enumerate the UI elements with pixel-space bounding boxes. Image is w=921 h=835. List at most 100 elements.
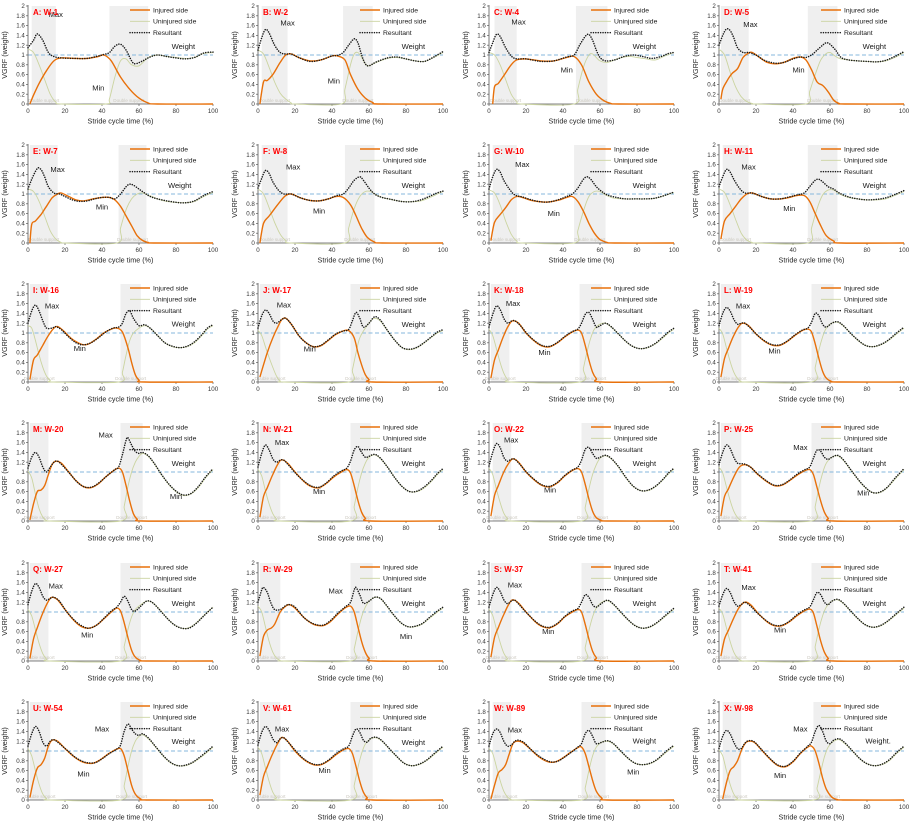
panel-O: Double support Double support 0 0.2 0.4 0.6 0.… bbox=[461, 417, 691, 556]
svg-text:0.8: 0.8 bbox=[16, 479, 25, 486]
panel-N: Double support Double support 0 0.2 0.4 0.6 0.… bbox=[230, 417, 460, 556]
legend-label-2: Resultant bbox=[383, 587, 412, 594]
injured-side-curve bbox=[259, 53, 444, 105]
x-axis-ticks: 0 20 40 60 80 100 bbox=[26, 382, 219, 393]
svg-text:1.4: 1.4 bbox=[246, 450, 255, 457]
legend: Injured side Uninjured side Resultant bbox=[589, 425, 657, 454]
svg-text:100: 100 bbox=[208, 804, 219, 811]
x-axis-label: Stride cycle time (%) bbox=[318, 395, 384, 404]
svg-text:2: 2 bbox=[252, 142, 256, 149]
weight-annotation: Weight bbox=[862, 460, 886, 469]
svg-text:20: 20 bbox=[292, 804, 299, 811]
double-support-label: Double support bbox=[346, 794, 378, 799]
resultant-curve bbox=[257, 28, 444, 67]
panel-title: G: W-10 bbox=[494, 147, 525, 156]
svg-text:80: 80 bbox=[633, 665, 640, 672]
svg-text:1: 1 bbox=[712, 748, 716, 755]
max-annotation: Max bbox=[505, 299, 520, 308]
legend-label-1: Uninjured side bbox=[613, 575, 657, 582]
panel-X: Double support Double support 0 0.2 0.4 0.6 0.… bbox=[691, 696, 921, 835]
legend-label-0: Injured side bbox=[153, 564, 188, 571]
x-axis-ticks: 0 20 40 60 80 100 bbox=[26, 243, 219, 254]
svg-text:1.2: 1.2 bbox=[477, 738, 486, 745]
svg-text:0.4: 0.4 bbox=[246, 221, 255, 228]
panel-title: A: W-1 bbox=[33, 8, 59, 17]
svg-text:0.2: 0.2 bbox=[246, 91, 255, 98]
legend-label-2: Resultant bbox=[613, 308, 642, 315]
svg-text:60: 60 bbox=[826, 525, 833, 532]
legend-label-0: Injured side bbox=[153, 7, 188, 14]
weight-annotation: Weight bbox=[862, 181, 886, 190]
double-support-label: Double support bbox=[345, 377, 377, 382]
double-support-label: Double support bbox=[346, 655, 378, 660]
y-axis-ticks: 0 0.2 0.4 0.6 0.8 1 1.2 1.4 1.6 1.8 2 bbox=[477, 560, 489, 665]
double-support-label: Double support bbox=[577, 794, 609, 799]
svg-text:80: 80 bbox=[863, 386, 870, 393]
svg-text:0.4: 0.4 bbox=[246, 638, 255, 645]
x-axis-ticks: 0 20 40 60 80 100 bbox=[26, 103, 219, 115]
svg-text:40: 40 bbox=[329, 247, 336, 254]
double-support-label: Double support bbox=[344, 237, 376, 242]
min-annotation: Min bbox=[313, 488, 325, 497]
svg-text:60: 60 bbox=[826, 804, 833, 811]
svg-text:0.2: 0.2 bbox=[16, 648, 25, 655]
svg-text:1.2: 1.2 bbox=[477, 321, 486, 328]
x-axis-label: Stride cycle time (%) bbox=[88, 812, 154, 821]
svg-text:100: 100 bbox=[438, 665, 449, 672]
double-support-label: Double support bbox=[28, 98, 60, 103]
double-support-label: Double support bbox=[24, 655, 56, 660]
panel-V: Double support Double support 0 0.2 0.4 0.6 0.… bbox=[230, 696, 460, 835]
uninjured-side-curve bbox=[718, 738, 905, 802]
svg-text:0: 0 bbox=[717, 247, 721, 254]
legend-label-2: Resultant bbox=[153, 308, 182, 315]
svg-text:0.6: 0.6 bbox=[707, 350, 716, 357]
weight-annotation: Weight bbox=[862, 599, 886, 608]
svg-text:40: 40 bbox=[559, 386, 566, 393]
svg-text:100: 100 bbox=[208, 386, 219, 393]
legend-label-2: Resultant bbox=[613, 447, 642, 454]
panel-U-chart: Double support Double support00.20.40.60.… bbox=[0, 699, 219, 821]
svg-text:40: 40 bbox=[99, 386, 106, 393]
svg-text:1.6: 1.6 bbox=[246, 301, 255, 308]
resultant-curve bbox=[718, 27, 905, 65]
svg-text:40: 40 bbox=[99, 665, 106, 672]
svg-text:100: 100 bbox=[668, 108, 679, 115]
svg-text:60: 60 bbox=[596, 525, 603, 532]
svg-text:0: 0 bbox=[26, 804, 30, 811]
double-support-label: Double support bbox=[807, 516, 839, 521]
y-axis-ticks: 0 0.2 0.4 0.6 0.8 1 1.2 1.4 1.6 1.8 2 bbox=[246, 142, 259, 247]
svg-text:1.6: 1.6 bbox=[246, 718, 255, 725]
y-axis-label: VGRF (weight) bbox=[461, 31, 470, 79]
svg-text:0: 0 bbox=[482, 519, 486, 526]
svg-text:0.4: 0.4 bbox=[246, 777, 255, 784]
legend-label-0: Injured side bbox=[153, 286, 188, 293]
legend-label-1: Uninjured side bbox=[153, 297, 197, 304]
svg-text:40: 40 bbox=[789, 108, 796, 115]
svg-text:1: 1 bbox=[482, 191, 486, 198]
svg-text:20: 20 bbox=[62, 665, 69, 672]
svg-text:0: 0 bbox=[252, 797, 256, 804]
double-support-label: Double support bbox=[807, 98, 839, 103]
svg-text:0.4: 0.4 bbox=[477, 360, 486, 367]
min-annotation: Min bbox=[96, 203, 108, 212]
min-annotation: Min bbox=[400, 632, 412, 641]
svg-text:20: 20 bbox=[522, 247, 529, 254]
y-axis-ticks: 0 0.2 0.4 0.6 0.8 1 1.2 1.4 1.6 1.8 2 bbox=[707, 560, 719, 665]
svg-text:1.6: 1.6 bbox=[246, 440, 255, 447]
legend-label-0: Injured side bbox=[613, 564, 648, 571]
svg-text:1: 1 bbox=[21, 609, 25, 616]
x-axis-label: Stride cycle time (%) bbox=[778, 534, 844, 543]
panel-title: N: W-21 bbox=[263, 425, 293, 434]
svg-text:0.6: 0.6 bbox=[477, 489, 486, 496]
svg-text:0: 0 bbox=[487, 108, 491, 115]
x-axis-label: Stride cycle time (%) bbox=[778, 256, 844, 265]
double-support-label: Double support bbox=[345, 516, 377, 521]
svg-text:0.2: 0.2 bbox=[246, 509, 255, 516]
svg-text:0.2: 0.2 bbox=[707, 370, 716, 377]
svg-text:0.4: 0.4 bbox=[16, 638, 25, 645]
y-axis-ticks: 0 0.2 0.4 0.6 0.8 1 1.2 1.4 1.6 1.8 2 bbox=[707, 699, 719, 804]
svg-text:2: 2 bbox=[712, 421, 716, 428]
legend-label-0: Injured side bbox=[613, 425, 648, 432]
svg-text:60: 60 bbox=[596, 386, 603, 393]
svg-text:100: 100 bbox=[208, 665, 219, 672]
